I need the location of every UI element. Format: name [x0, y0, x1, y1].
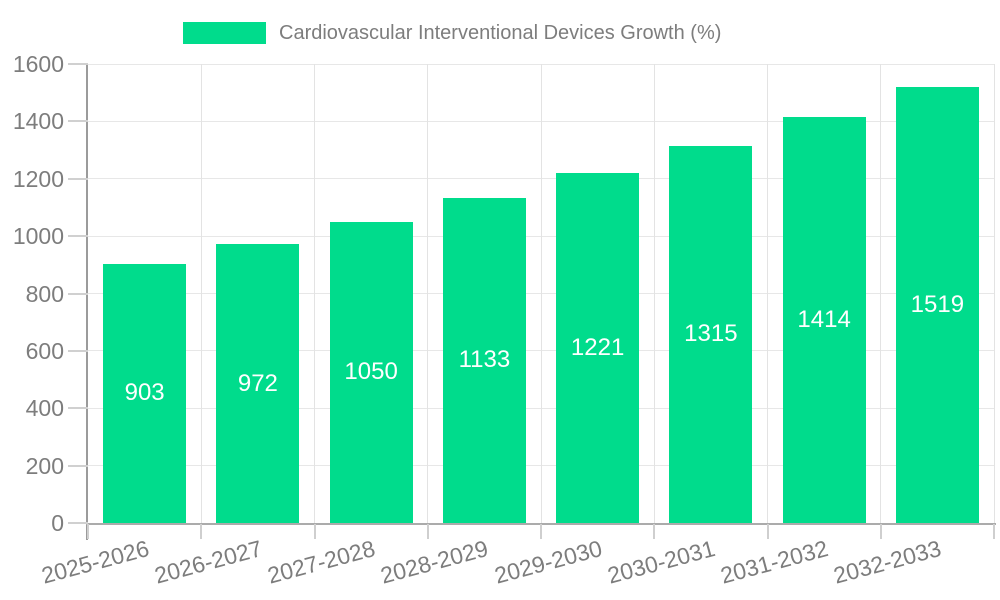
x-tick-mark: [653, 524, 656, 539]
x-tick-label: 2026-2027: [151, 535, 265, 589]
x-tick-label: 2025-2026: [38, 535, 152, 589]
bar: 1050: [329, 221, 413, 523]
y-tick-label: 1400: [12, 108, 64, 135]
legend-label: Cardiovascular Interventional Devices Gr…: [279, 22, 722, 44]
v-gridline: [314, 64, 315, 523]
x-tick-mark: [200, 524, 203, 539]
y-tick-mark: [68, 407, 88, 410]
x-tick-mark: [87, 524, 89, 539]
y-tick-label: 1000: [12, 223, 64, 250]
bar: 1221: [556, 172, 640, 523]
v-gridline: [767, 64, 768, 523]
x-tick-label: 2028-2029: [378, 535, 492, 589]
y-tick-label: 1200: [12, 165, 64, 192]
y-tick-mark: [68, 292, 88, 295]
bar: 1519: [895, 87, 979, 523]
y-tick-label: 600: [25, 337, 64, 364]
bar-value-label: 1133: [458, 346, 511, 374]
y-tick-label: 800: [25, 280, 64, 307]
y-tick-label: 0: [51, 510, 64, 536]
legend: Cardiovascular Interventional Devices Gr…: [183, 22, 721, 44]
x-tick-label: 2032-2033: [831, 535, 945, 589]
bar: 1315: [669, 145, 753, 523]
y-axis-line: [86, 64, 88, 540]
bar-value-label: 1050: [344, 358, 398, 386]
v-gridline: [200, 64, 202, 523]
x-tick-mark: [993, 524, 995, 539]
y-tick-label: 400: [25, 395, 64, 422]
y-tick-label: 200: [25, 452, 64, 479]
bar-value-label: 1315: [684, 320, 738, 348]
y-tick-mark: [68, 522, 88, 524]
x-tick-label: 2029-2030: [491, 535, 605, 589]
plot-area: 903 2025-2026 972 2026-2027 1050 2027-2028 113…: [38, 63, 995, 589]
bar-value-label: 972: [237, 369, 278, 397]
v-gridline: [993, 64, 995, 523]
x-tick-mark: [766, 524, 769, 539]
y-tick-mark: [68, 349, 88, 352]
v-gridline: [427, 64, 429, 523]
y-tick-mark: [68, 120, 88, 123]
x-tick-label: 2027-2028: [264, 535, 378, 589]
bar-value-label: 1414: [797, 306, 851, 334]
x-tick-label: 2031-2032: [717, 535, 831, 589]
x-tick-mark: [426, 524, 429, 539]
y-tick-mark: [68, 177, 88, 180]
y-tick-mark: [68, 464, 88, 467]
bar-value-label: 1519: [910, 291, 965, 319]
y-tick-mark: [68, 235, 88, 238]
v-gridline: [880, 64, 882, 523]
legend-swatch: [183, 22, 266, 44]
bar-value-label: 903: [124, 379, 165, 407]
x-tick-mark: [540, 524, 542, 539]
bar: 972: [216, 244, 300, 523]
x-tick-mark: [313, 524, 316, 539]
bar: 903: [103, 263, 187, 523]
bar: 1414: [782, 117, 866, 523]
y-tick-label: 1600: [12, 51, 64, 77]
x-tick-label: 2030-2031: [604, 535, 718, 589]
y-tick-mark: [68, 63, 88, 65]
v-gridline: [540, 64, 542, 523]
bar: 1133: [442, 197, 526, 523]
x-tick-mark: [879, 524, 882, 539]
v-gridline: [653, 64, 655, 523]
bar-value-label: 1221: [570, 333, 625, 361]
